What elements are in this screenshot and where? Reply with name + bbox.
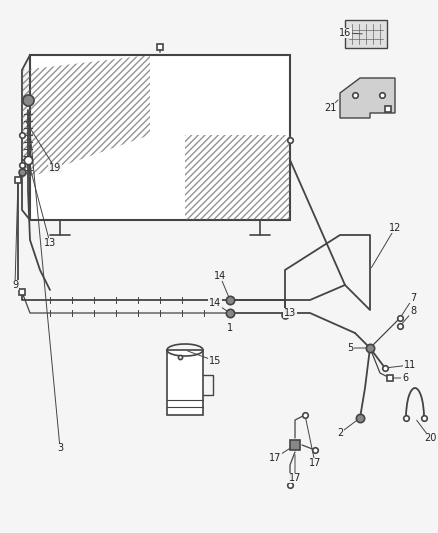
Text: 17: 17 — [269, 453, 281, 463]
Text: 3: 3 — [57, 443, 63, 453]
Bar — [345, 20, 387, 48]
Text: 13: 13 — [44, 238, 56, 248]
Bar — [30, 55, 290, 220]
Text: 14: 14 — [214, 271, 226, 281]
Text: 1: 1 — [227, 323, 233, 333]
Text: 13: 13 — [284, 308, 296, 318]
Text: 17: 17 — [309, 458, 321, 468]
Text: 20: 20 — [424, 433, 436, 443]
Text: 16: 16 — [339, 28, 351, 38]
Text: 2: 2 — [337, 428, 343, 438]
Text: 15: 15 — [209, 356, 221, 366]
Text: 14: 14 — [209, 298, 221, 308]
Polygon shape — [340, 78, 395, 118]
Text: 21: 21 — [324, 103, 336, 113]
Text: 5: 5 — [347, 343, 353, 353]
Text: 6: 6 — [402, 373, 408, 383]
Text: 11: 11 — [404, 360, 416, 370]
Text: 19: 19 — [49, 163, 61, 173]
Text: 9: 9 — [12, 280, 18, 290]
Text: 7: 7 — [410, 293, 416, 303]
Text: 12: 12 — [389, 223, 401, 233]
Bar — [167, 350, 203, 415]
Text: 17: 17 — [289, 473, 301, 483]
Text: 8: 8 — [410, 306, 416, 316]
